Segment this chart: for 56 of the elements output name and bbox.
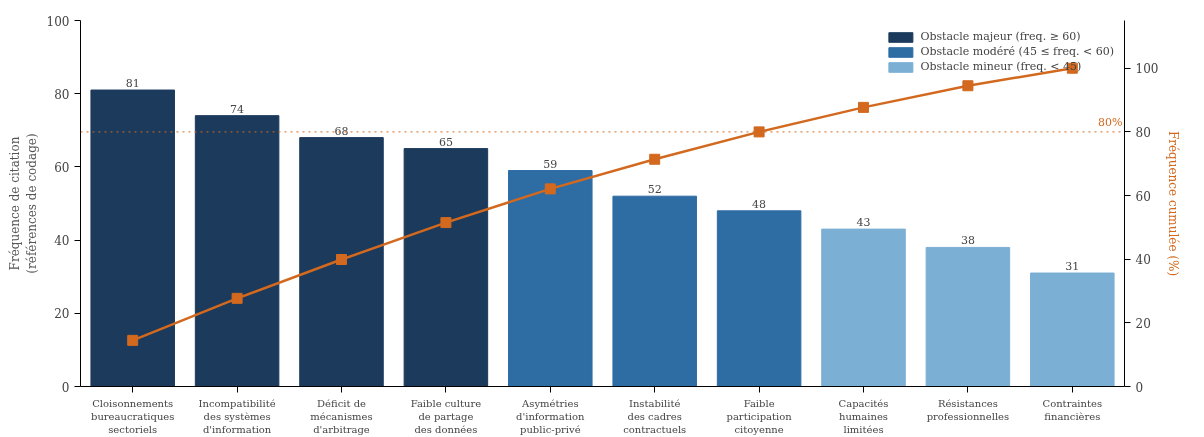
data-label: 48 [752,197,767,211]
y-tick-label: 80 [54,87,70,102]
data-label: 65 [438,135,453,149]
y-axis-title: Fréquence de citation (références de codage) [7,133,39,274]
point [336,254,347,266]
x-tick-label: Incompatibilité des systèmes d'information [198,397,276,435]
x-tick-label: Cloisonnements bureaucratiques sectoriels [91,397,175,435]
bar [612,195,697,387]
bar [925,246,1011,387]
y2-tick-label: 40 [1135,253,1151,268]
bar [90,89,175,387]
bar [403,148,489,387]
data-label: 31 [1065,260,1080,274]
point [544,183,556,195]
y2-tick-label: 20 [1135,316,1151,331]
x-tick-label: Faible culture de partage des données [410,397,482,435]
y-tick-label: 100 [46,14,70,29]
y-tick-label: 0 [61,380,70,395]
data-label: 59 [543,157,558,171]
bar [299,137,384,387]
data-label: 43 [856,216,871,230]
x-tick-label: Capacités humaines limitées [838,397,889,435]
bar [508,170,593,387]
point [231,292,243,304]
y2-tick-label: 60 [1135,189,1151,204]
x-tick-label: Faible participation citoyenne [726,397,793,435]
x-tick-label: Contraintes financières [1042,397,1103,422]
bar [821,228,906,387]
point [753,126,765,138]
point [127,334,139,346]
legend-label: Obstacle modéré (45 ≤ freq. < 60) [920,45,1114,58]
y-tick-label: 60 [54,160,70,175]
ref-line-label: 80% [1098,115,1123,129]
bar [1030,272,1115,387]
data-label: 52 [647,183,662,197]
y2-tick-label: 100 [1135,62,1159,77]
point [962,80,974,92]
y-tick-label: 40 [54,234,70,249]
y2-tick-label: 0 [1135,380,1144,395]
y2-tick-label: 80 [1135,125,1151,140]
data-label: 81 [125,77,140,91]
point [440,217,452,229]
bar [716,210,802,387]
bar [194,115,280,387]
x-tick-label: Résistances professionnelles [926,397,1010,422]
x-tick-label: Déficit de mécanismes d'arbitrage [310,397,373,435]
x-tick-label: Instabilité des cadres contractuels [623,397,687,435]
point [649,153,661,165]
y-tick-label: 20 [54,307,70,322]
data-label: 74 [230,102,245,116]
legend-label: Obstacle majeur (freq. ≥ 60) [920,30,1081,43]
data-label: 68 [334,124,349,138]
y2-axis-title: Fréquence cumulée (%) [1166,130,1181,277]
data-label: 38 [960,234,975,248]
point [858,101,869,113]
x-tick-label: Asymétries d'information public-privé [516,397,586,435]
